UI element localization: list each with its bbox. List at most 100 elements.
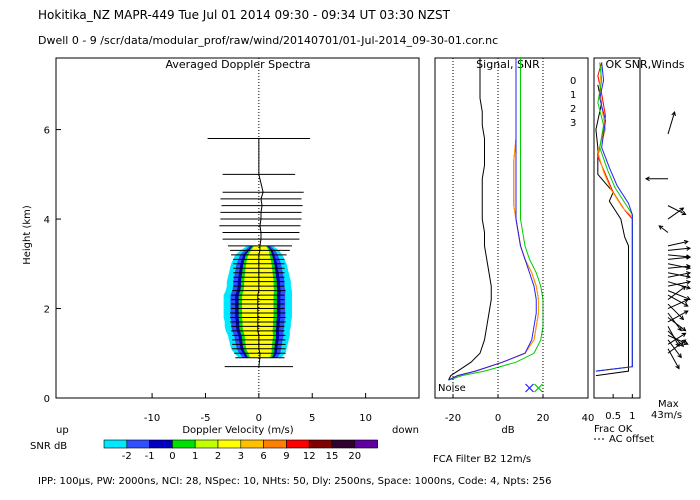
signal-series-3 [448, 58, 537, 381]
colorbar-swatch [103, 439, 128, 449]
spectra-up-label: up [56, 425, 69, 436]
wind-arrow-head [686, 280, 692, 285]
signal-x-label: dB [501, 425, 514, 436]
x-tick-label: 5 [309, 413, 315, 424]
colorbar-swatch [217, 439, 242, 449]
okwinds-shapes [595, 62, 633, 377]
spectra-title: Averaged Doppler Spectra [165, 58, 310, 71]
colorbar-tick-label: 20 [348, 451, 361, 462]
wind-arrow-head [677, 326, 682, 332]
okwinds-title: OK SNR,Winds [605, 58, 684, 71]
legend-entry-0: 0 [570, 76, 576, 87]
spectra-y-label: Height (km) [22, 205, 33, 265]
signal-series-0 [448, 58, 539, 381]
signal-snr-panel: Signal, SNR -20 0 20 40 dB Noise [434, 57, 594, 436]
max-value: 43m/s [651, 410, 682, 421]
wind-arrow-head [683, 302, 689, 307]
wind-barbs [644, 111, 692, 370]
wind-arrow-head [681, 285, 687, 291]
wind-arrow-head [677, 353, 682, 359]
wind-arrow-head [675, 342, 680, 348]
wind-arrow [667, 263, 691, 269]
okwinds-series-1 [595, 66, 633, 372]
signal-x-tick-label: 20 [537, 413, 550, 424]
wind-arrow [667, 317, 686, 332]
colorbar-tick-label: 1 [192, 451, 198, 462]
legend-entry-3: 3 [570, 118, 576, 129]
signal-axes: -20 0 20 40 [445, 58, 594, 424]
colorbar-label: SNR dB [30, 441, 67, 452]
wind-arrow [667, 290, 691, 300]
colorbar-swatch [172, 439, 196, 449]
colorbar-tick-label: 9 [283, 451, 289, 462]
wind-arrow-head [683, 310, 689, 315]
legend-entry-1: 1 [570, 90, 576, 101]
colorbar-swatch [286, 439, 310, 449]
wind-arrow [667, 254, 691, 258]
signal-series-1 [448, 58, 539, 381]
wind-arrow [667, 299, 689, 309]
wind-arrow [667, 332, 686, 345]
wind-arrow [667, 241, 688, 247]
colorbar-tick-label: 0 [169, 451, 175, 462]
wind-arrow-head [679, 342, 685, 348]
frac-ok-label: Frac OK [594, 424, 633, 435]
signal-shapes [448, 58, 544, 393]
okwinds-series-3 [595, 62, 633, 372]
okwinds-series-2 [595, 62, 633, 372]
okwinds-x-tick-label: 0.5 [605, 411, 621, 422]
wind-arrow [667, 281, 691, 289]
colorbar-tick-label: 6 [260, 451, 266, 462]
wind-arrow-head [681, 332, 687, 338]
max-label: Max [658, 399, 679, 410]
header-file-line: Dwell 0 - 9 /scr/data/modular_prof/raw/w… [38, 34, 498, 47]
spectra-shapes [207, 138, 311, 368]
y-tick-label: 6 [44, 126, 50, 137]
colorbar-tick-label: 12 [303, 451, 316, 462]
signal-x-tick-label: 0 [495, 413, 501, 424]
wind-arrow-head [679, 315, 685, 321]
wind-arrow [658, 225, 669, 233]
wind-arrow [667, 205, 686, 215]
x-tick-label: 0 [256, 413, 262, 424]
x-tick-label: 10 [359, 413, 372, 424]
colorbar-tick-label: 2 [215, 451, 221, 462]
colorbar-swatch [240, 439, 264, 449]
wind-arrow-head [686, 255, 692, 260]
wind-arrow-head [683, 340, 689, 345]
noise-label: Noise [438, 383, 466, 394]
mean-velocity-trace [257, 138, 264, 367]
spectra-axes: -10 -5 0 5 10 0 2 4 6 [44, 58, 372, 424]
signal-frame [434, 57, 589, 399]
colorbar-swatch [263, 439, 287, 449]
okwinds-axes: 0.5 1 [605, 394, 636, 422]
ac-offset-label: AC offset [609, 434, 654, 445]
wind-arrow-head [671, 111, 676, 117]
wind-arrow [667, 339, 686, 354]
legend-entry-2: 2 [570, 104, 576, 115]
wind-arrow [667, 303, 684, 320]
colorbar-swatches [103, 439, 378, 449]
spectra-x-label: Doppler Velocity (m/s) [182, 425, 293, 436]
fca-filter-label: FCA Filter B2 12m/s [433, 454, 531, 465]
wind-arrow [667, 265, 691, 269]
colorbar-swatch [331, 439, 356, 449]
wind-arrow [667, 285, 686, 300]
colorbar-swatch [149, 439, 173, 449]
y-tick-label: 4 [44, 215, 50, 226]
snr-colorbar: SNR dB -2 -1 0 1 2 3 6 9 12 15 20 [30, 439, 378, 462]
wind-arrow-head [685, 285, 691, 290]
y-tick-label: 2 [44, 305, 50, 316]
signal-series-2 [448, 58, 544, 381]
footer-params: IPP: 100μs, PW: 2000ns, NCI: 28, NSpec: … [38, 476, 551, 487]
wind-arrow-head [686, 271, 692, 276]
wind-arrow-head [686, 264, 692, 269]
colorbar-ticks: -2 -1 0 1 2 3 6 9 12 15 20 [122, 451, 361, 462]
okwinds-legend: 0 1 2 3 [570, 76, 576, 129]
spectra-frame [55, 57, 420, 399]
wind-arrow-head [675, 364, 680, 370]
noise-marker [525, 383, 534, 393]
wind-arrow-head [683, 239, 689, 245]
wind-arrow-head [686, 246, 692, 251]
